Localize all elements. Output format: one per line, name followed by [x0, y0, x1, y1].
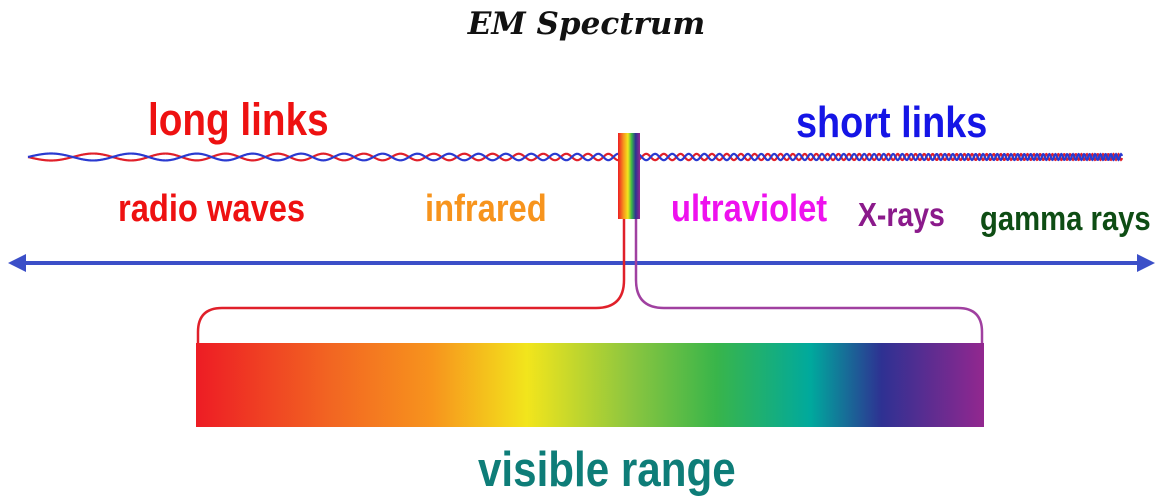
infrared-label: infrared [425, 188, 547, 230]
short-links-label: short links [796, 98, 988, 147]
visible-bracket-right [634, 219, 984, 345]
visible-bracket-left [196, 219, 626, 345]
long-links-label: long links [148, 94, 329, 145]
ultraviolet-label: ultraviolet [671, 188, 828, 230]
visible-strip [618, 133, 640, 219]
gamma-rays-label: gamma rays [980, 200, 1151, 238]
visible-range-label: visible range [478, 443, 736, 497]
visible-range-bar [196, 343, 984, 427]
diagram-title: EM Spectrum [467, 6, 706, 42]
radio-waves-label: radio waves [118, 188, 306, 230]
long-wave-blue-line [27, 152, 1124, 162]
x-rays-label: X-rays [858, 196, 945, 233]
spectrum-axis-arrow [8, 254, 1155, 272]
